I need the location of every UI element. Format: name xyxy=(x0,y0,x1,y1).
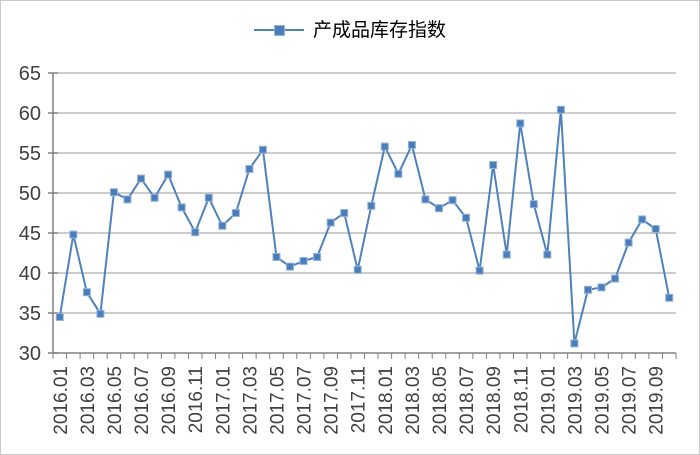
data-point-marker xyxy=(245,165,254,173)
y-axis-label: 40 xyxy=(19,263,41,285)
data-point-marker xyxy=(177,203,186,212)
y-axis-label: 45 xyxy=(19,223,41,245)
data-point-marker xyxy=(638,215,647,224)
y-axis-label: 35 xyxy=(19,303,41,325)
data-point-marker xyxy=(448,196,457,205)
x-axis-label: 2017.01 xyxy=(213,366,234,435)
y-axis-label: 65 xyxy=(19,63,41,85)
data-point-marker xyxy=(570,339,579,348)
x-axis-label: 2016.01 xyxy=(51,366,72,435)
x-axis-label: 2017.07 xyxy=(295,366,316,435)
x-axis-label: 2017.11 xyxy=(349,366,370,433)
x-axis-label: 2019.01 xyxy=(538,366,559,435)
data-point-marker xyxy=(462,213,471,222)
x-axis-label: 2016.05 xyxy=(105,366,126,435)
data-point-marker xyxy=(556,105,565,114)
x-axis-label: 2018.01 xyxy=(376,366,397,435)
data-point-marker xyxy=(204,193,213,202)
data-point-marker xyxy=(340,209,349,217)
data-point-marker xyxy=(164,170,173,179)
data-point-marker xyxy=(286,262,295,271)
x-axis-label: 2016.07 xyxy=(132,366,153,435)
data-point-marker xyxy=(299,257,308,265)
y-axis-label: 50 xyxy=(19,183,41,205)
data-point-marker xyxy=(489,161,498,169)
data-point-marker xyxy=(543,250,552,259)
data-point-marker xyxy=(475,266,484,275)
data-point-marker xyxy=(611,274,620,283)
data-point-marker xyxy=(313,253,322,261)
data-point-marker xyxy=(353,265,362,274)
x-axis-label: 2016.03 xyxy=(78,366,99,435)
data-point-marker xyxy=(123,195,132,204)
data-point-marker xyxy=(272,253,281,261)
data-point-marker xyxy=(191,228,200,237)
x-axis-label: 2016.09 xyxy=(159,366,180,435)
series-line xyxy=(58,108,671,345)
x-axis-label: 2018.05 xyxy=(430,366,451,435)
y-axis-label: 55 xyxy=(19,143,41,165)
data-point-marker xyxy=(624,238,633,247)
data-point-marker xyxy=(597,283,606,292)
x-axis-label: 2018.11 xyxy=(511,366,532,433)
data-point-marker xyxy=(326,218,335,227)
data-point-marker xyxy=(583,285,592,294)
x-axis-label: 2017.03 xyxy=(240,366,261,435)
data-point-marker xyxy=(231,209,240,217)
data-point-marker xyxy=(96,309,105,318)
data-point-marker xyxy=(516,119,525,128)
x-axis-label: 2017.09 xyxy=(322,366,343,435)
data-point-marker xyxy=(502,250,511,259)
x-axis-label: 2019.07 xyxy=(620,366,641,435)
data-point-marker xyxy=(367,201,376,210)
x-axis-label: 2018.09 xyxy=(484,366,505,435)
x-axis-label: 2019.09 xyxy=(647,366,668,435)
data-point-marker xyxy=(109,188,118,197)
data-point-marker xyxy=(394,169,403,178)
data-point-marker xyxy=(218,221,227,230)
data-point-marker xyxy=(55,313,64,321)
y-axis-label: 30 xyxy=(19,343,41,365)
x-axis-label: 2017.05 xyxy=(267,366,288,435)
data-point-marker xyxy=(434,204,443,213)
data-point-marker xyxy=(529,200,538,209)
data-point-marker xyxy=(150,193,159,202)
x-axis-label: 2018.03 xyxy=(403,366,424,435)
x-axis-label: 2016.11 xyxy=(186,366,207,433)
data-point-marker xyxy=(137,174,146,183)
data-point-marker xyxy=(407,141,416,149)
data-point-marker xyxy=(82,288,91,297)
data-point-marker xyxy=(651,225,660,233)
data-point-marker xyxy=(665,293,674,302)
data-point-marker xyxy=(258,145,267,154)
x-axis-label: 2019.05 xyxy=(593,366,614,435)
data-point-marker xyxy=(69,230,78,239)
y-axis-label: 60 xyxy=(19,103,41,125)
x-axis-label: 2019.03 xyxy=(565,366,586,435)
x-axis-label: 2018.07 xyxy=(457,366,478,435)
data-point-marker xyxy=(380,142,389,151)
data-point-marker xyxy=(421,195,430,204)
